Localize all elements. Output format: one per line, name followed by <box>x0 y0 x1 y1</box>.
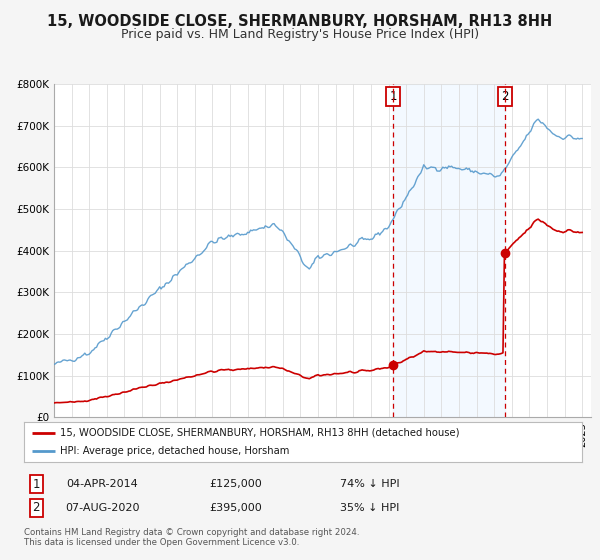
Text: HPI: Average price, detached house, Horsham: HPI: Average price, detached house, Hors… <box>60 446 290 456</box>
Text: 1: 1 <box>32 478 40 491</box>
Text: 15, WOODSIDE CLOSE, SHERMANBURY, HORSHAM, RH13 8HH: 15, WOODSIDE CLOSE, SHERMANBURY, HORSHAM… <box>47 14 553 29</box>
Text: 2: 2 <box>501 90 508 103</box>
Text: £395,000: £395,000 <box>209 503 262 513</box>
Text: 35% ↓ HPI: 35% ↓ HPI <box>340 503 400 513</box>
Text: 2: 2 <box>32 501 40 515</box>
Bar <box>393 84 505 417</box>
Text: 15, WOODSIDE CLOSE, SHERMANBURY, HORSHAM, RH13 8HH (detached house): 15, WOODSIDE CLOSE, SHERMANBURY, HORSHAM… <box>60 428 460 437</box>
Text: 04-APR-2014: 04-APR-2014 <box>66 479 138 489</box>
Text: £125,000: £125,000 <box>209 479 262 489</box>
Text: 1: 1 <box>389 90 397 103</box>
Text: 74% ↓ HPI: 74% ↓ HPI <box>340 479 400 489</box>
Text: Contains HM Land Registry data © Crown copyright and database right 2024.: Contains HM Land Registry data © Crown c… <box>24 528 359 536</box>
Text: This data is licensed under the Open Government Licence v3.0.: This data is licensed under the Open Gov… <box>24 538 299 547</box>
Text: Price paid vs. HM Land Registry's House Price Index (HPI): Price paid vs. HM Land Registry's House … <box>121 28 479 41</box>
Text: 07-AUG-2020: 07-AUG-2020 <box>65 503 139 513</box>
